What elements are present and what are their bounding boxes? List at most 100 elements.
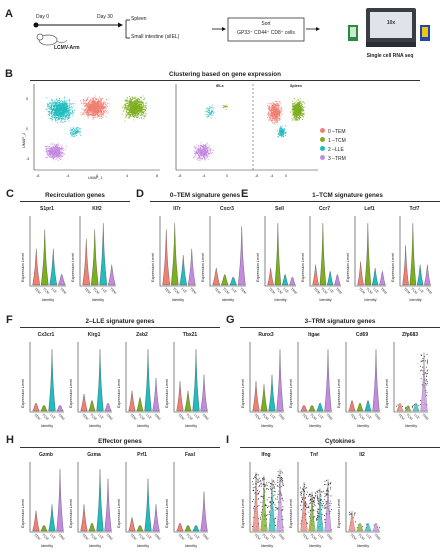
gene-name-cxcr3: Cxcr3 <box>206 206 248 212</box>
identity-label: Identity <box>248 424 286 428</box>
gene-name-cd69: Cd69 <box>342 332 382 338</box>
umap-tick-x: -8 <box>36 174 39 178</box>
identity-label: Identity <box>344 544 382 548</box>
panel-label-i: I <box>226 434 229 446</box>
panel-label-e: E <box>241 188 248 200</box>
sequencer-icon <box>348 8 430 47</box>
identity-label: Identity <box>28 424 66 428</box>
cluster-tick: TRM <box>153 533 161 541</box>
cluster-tick: TEM <box>349 413 357 421</box>
day0-label: Day 0 <box>36 14 49 20</box>
identity-label: Identity <box>28 544 66 548</box>
legend-item-trm: 3 –TRM <box>320 155 346 164</box>
cluster-tick: TCM <box>41 413 49 421</box>
cluster-tick: TEM <box>214 287 222 295</box>
device-text: 10x <box>370 20 412 26</box>
cluster-tick: LLE <box>327 287 335 295</box>
cluster-tick: LLE <box>49 533 57 541</box>
cluster-tick: LLE <box>317 533 325 541</box>
cluster-tick: TRM <box>153 413 161 421</box>
umap-tick-x: -4 <box>66 174 69 178</box>
legend-item-tcm: 1 –TCM <box>320 137 346 146</box>
cluster-tick: TRM <box>277 413 285 421</box>
cluster-tick: TEM <box>313 287 321 295</box>
cluster-tick: TCM <box>92 287 100 295</box>
cluster-tick: TCM <box>365 287 373 295</box>
identity-label: Identity <box>208 298 248 302</box>
umap-legend: 0 –TEM 1 –TCM 2 –LLE 3 –TRM <box>320 128 346 164</box>
cluster-tick: LLE <box>97 413 105 421</box>
tissue-spleen-label: Spleen <box>131 16 147 22</box>
expression-level-label: Expression Level <box>241 379 245 408</box>
identity-label: Identity <box>172 544 210 548</box>
identity-label: Identity <box>392 424 430 428</box>
section-line <box>20 447 220 448</box>
cluster-tick: LLE <box>97 533 105 541</box>
cluster-tick: TEM <box>164 287 172 295</box>
cluster-tick: LLE <box>269 413 277 421</box>
identity-label: Identity <box>124 424 162 428</box>
umap-tick-y: 5 <box>26 97 28 101</box>
expression-level-label: Expression Level <box>151 253 155 282</box>
cluster-tick: TRM <box>239 287 247 295</box>
tissue-siiel-label: Small intestine (siIEL) <box>131 34 179 40</box>
umap-sub-iels: IELs <box>216 84 224 88</box>
cluster-tick: TEM <box>177 413 185 421</box>
identity-label: Identity <box>172 424 210 428</box>
gene-name-lef1: Lef1 <box>351 206 388 212</box>
expression-level-label: Expression Level <box>256 253 260 282</box>
section-title-i: Cytokines <box>240 438 440 445</box>
gene-name-sell: Sell <box>261 206 298 212</box>
gene-name-s1pr1: S1pr1 <box>26 206 68 212</box>
umap-ylabel: UMAP_2 <box>22 133 26 148</box>
gene-name-tcf7: Tcf7 <box>396 206 433 212</box>
identity-label: Identity <box>28 298 68 302</box>
gene-name-zeb2: Zeb2 <box>122 332 162 338</box>
cluster-tick: TEM <box>177 533 185 541</box>
expression-level-label: Expression Level <box>21 253 25 282</box>
expression-level-label: Expression Level <box>385 379 389 408</box>
gene-name-il7r: Il7r <box>156 206 198 212</box>
cluster-tick: LLE <box>181 287 189 295</box>
cluster-tick: TCM <box>261 413 269 421</box>
expression-level-label: Expression Level <box>289 499 293 528</box>
cluster-tick: LLE <box>193 533 201 541</box>
cluster-tick: TRM <box>57 413 65 421</box>
sort-label: Sort <box>228 21 304 27</box>
expression-level-label: Expression Level <box>69 379 73 408</box>
cluster-tick: TRM <box>57 533 65 541</box>
umap-tick-x: -4 <box>202 174 205 178</box>
cluster-tick: TRM <box>421 413 429 421</box>
cluster-tick: TRM <box>201 533 209 541</box>
cluster-tick: TEM <box>268 287 276 295</box>
umap-tick-y: 0 <box>26 127 28 131</box>
cluster-tick: TCM <box>41 533 49 541</box>
panel-a-timeline <box>0 0 444 70</box>
day30-label: Day 30 <box>97 14 113 20</box>
panel-label-h: H <box>6 434 14 446</box>
expression-level-label: Expression Level <box>337 499 341 528</box>
cluster-tick: TRM <box>277 533 285 541</box>
identity-label: Identity <box>296 544 334 548</box>
panel-label-g: G <box>226 314 235 326</box>
cluster-tick: TRM <box>59 287 67 295</box>
section-line <box>20 201 130 202</box>
cluster-tick: LLE <box>413 413 421 421</box>
expression-level-label: Expression Level <box>241 499 245 528</box>
expression-level-label: Expression Level <box>21 379 25 408</box>
cluster-tick: TCM <box>309 533 317 541</box>
cluster-tick: TRM <box>380 287 388 295</box>
cluster-tick: TEM <box>81 533 89 541</box>
cluster-tick: TEM <box>81 413 89 421</box>
cluster-tick: TCM <box>261 533 269 541</box>
